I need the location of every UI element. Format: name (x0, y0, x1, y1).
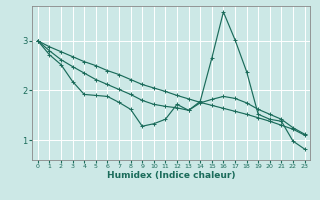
X-axis label: Humidex (Indice chaleur): Humidex (Indice chaleur) (107, 171, 236, 180)
